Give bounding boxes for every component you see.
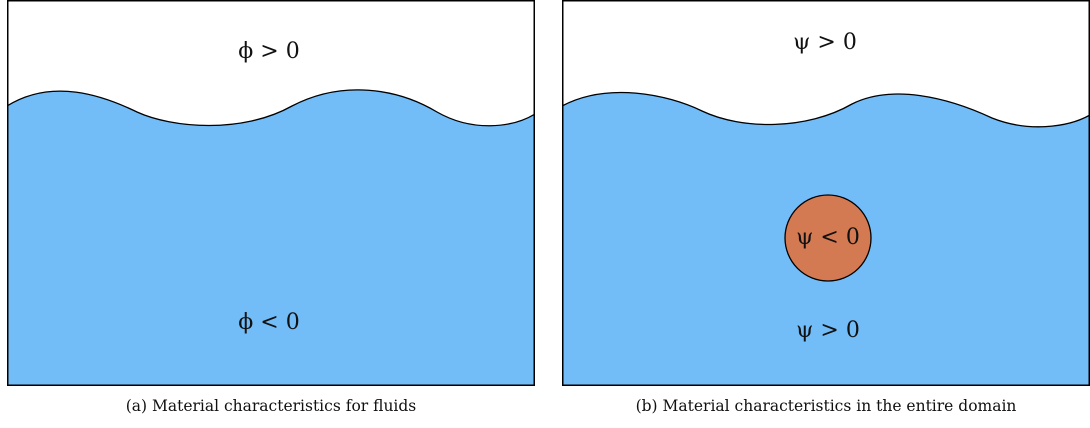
label-psi-negative-solid: ψ < 0 — [796, 225, 860, 250]
label-psi-positive-above: ψ > 0 — [793, 30, 857, 55]
fluid-domain-diagram — [7, 0, 535, 386]
solid-body — [784, 194, 872, 282]
free-surface-interface — [7, 89, 535, 127]
panel-fluids: ϕ > 0 ϕ < 0 — [7, 0, 535, 386]
label-phi-negative: ϕ < 0 — [238, 310, 300, 335]
caption-b: (b) Material characteristics in the enti… — [635, 397, 1017, 415]
fluid-region — [7, 89, 535, 386]
label-phi-positive: ϕ > 0 — [238, 39, 300, 64]
panel-entire-domain: ψ > 0 ψ < 0 ψ > 0 — [562, 0, 1090, 386]
label-psi-positive-below: ψ > 0 — [796, 318, 860, 343]
domain-border — [7, 0, 535, 386]
caption-a: (a) Material characteristics for fluids — [125, 397, 417, 415]
domain-border — [562, 0, 1090, 386]
free-surface-interface — [562, 91, 1090, 128]
entire-domain-diagram — [562, 0, 1090, 386]
